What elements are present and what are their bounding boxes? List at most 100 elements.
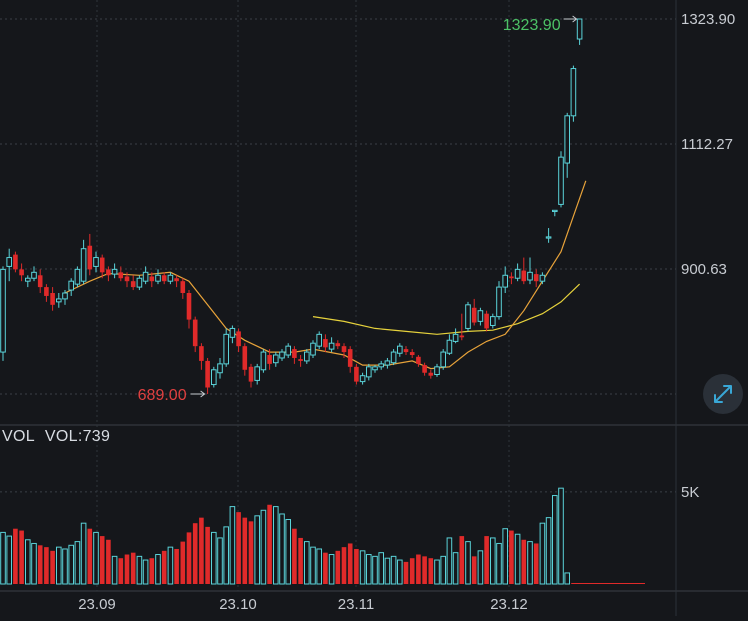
time-tick-label: 23.10: [219, 596, 257, 613]
volume-bar: [434, 559, 440, 585]
candle: [31, 266, 37, 282]
volume-bar: [31, 542, 37, 585]
volume-bar: [186, 532, 192, 584]
candle-body: [533, 274, 539, 282]
low-price-label: 689.00: [138, 387, 187, 404]
candle: [484, 310, 489, 332]
volume-bar: [409, 558, 415, 584]
candle-body: [285, 345, 291, 356]
volume-bar: [509, 530, 514, 584]
volume-bar: [328, 554, 335, 585]
price-tick-label: 1112.27: [681, 136, 733, 153]
candle: [25, 275, 31, 288]
volume-bar: [477, 550, 484, 585]
volume-bar: [347, 543, 353, 584]
candle-body: [155, 274, 161, 282]
low-marker-arrow: [200, 390, 206, 398]
candle-body: [527, 271, 533, 281]
volume-bar: [87, 528, 93, 584]
candle-body: [50, 292, 55, 305]
candle-body: [186, 292, 192, 320]
candle-body: [62, 292, 68, 300]
candle: [477, 307, 484, 326]
candle: [552, 209, 558, 217]
candle-body: [279, 351, 285, 359]
candle-body: [0, 268, 6, 353]
volume-bar: [502, 528, 508, 585]
volume-bar: [521, 539, 527, 584]
candle: [56, 292, 62, 308]
candle-body: [372, 366, 378, 371]
volume-bar: [236, 512, 241, 584]
candle: [384, 357, 391, 369]
expand-arrows-icon: [714, 385, 732, 403]
candle-body: [316, 333, 322, 347]
price-tick-label: 900.63: [681, 261, 727, 278]
candle-body: [205, 360, 210, 388]
candle: [452, 328, 459, 344]
candle-body: [366, 366, 372, 378]
volume-bar: [496, 542, 502, 585]
candle-body: [416, 356, 421, 364]
volume-bar: [74, 541, 81, 585]
candle: [44, 284, 49, 302]
volume-bar: [118, 558, 124, 584]
candle-body: [422, 365, 427, 373]
volume-bar: [484, 536, 489, 584]
candle: [161, 272, 167, 285]
candle: [440, 349, 446, 370]
volume-bar: [452, 552, 459, 585]
volume-bar: [205, 526, 210, 584]
candle-body: [384, 360, 391, 366]
volume-bar: [310, 546, 316, 585]
candle-body: [229, 327, 236, 338]
volume-bar: [403, 561, 409, 584]
volume-bar: [384, 557, 391, 585]
candle: [490, 313, 496, 329]
candle: [372, 365, 378, 373]
candle: [558, 151, 564, 208]
candle: [136, 275, 143, 291]
candle: [354, 363, 359, 385]
candle: [267, 349, 272, 370]
candle-body: [236, 331, 241, 347]
candle-body: [428, 372, 434, 376]
candle-body: [465, 304, 471, 329]
candle-body: [118, 272, 124, 279]
volume-bar: [229, 506, 236, 585]
candle: [341, 343, 347, 358]
candle-body: [174, 278, 179, 282]
candle: [564, 112, 571, 178]
volume-bar: [174, 548, 179, 584]
candle-body: [514, 268, 521, 279]
candle-body: [217, 363, 223, 374]
candle: [397, 343, 403, 357]
volume-bar: [254, 515, 260, 585]
candle: [142, 266, 149, 285]
candle: [130, 275, 136, 291]
volume-bar: [465, 541, 471, 585]
volume-bar: [279, 513, 285, 585]
candle-body: [403, 349, 409, 353]
candle-body: [434, 366, 440, 376]
candle: [167, 272, 174, 285]
expand-button[interactable]: [703, 374, 743, 414]
candle: [180, 278, 186, 299]
candle-body: [304, 351, 310, 362]
time-tick-label: 23.12: [490, 596, 528, 613]
volume-bar: [292, 528, 297, 584]
candle: [521, 257, 527, 285]
candle: [192, 316, 198, 353]
candle: [118, 266, 124, 282]
candle: [174, 275, 179, 288]
time-tick-label: 23.09: [78, 596, 116, 613]
volume-bar: [298, 537, 303, 584]
candle-body: [576, 18, 583, 40]
volume-bar: [248, 521, 254, 584]
candle-body: [545, 236, 552, 239]
volume-bar: [217, 537, 223, 585]
volume-bar: [56, 546, 62, 585]
candle: [292, 346, 297, 364]
